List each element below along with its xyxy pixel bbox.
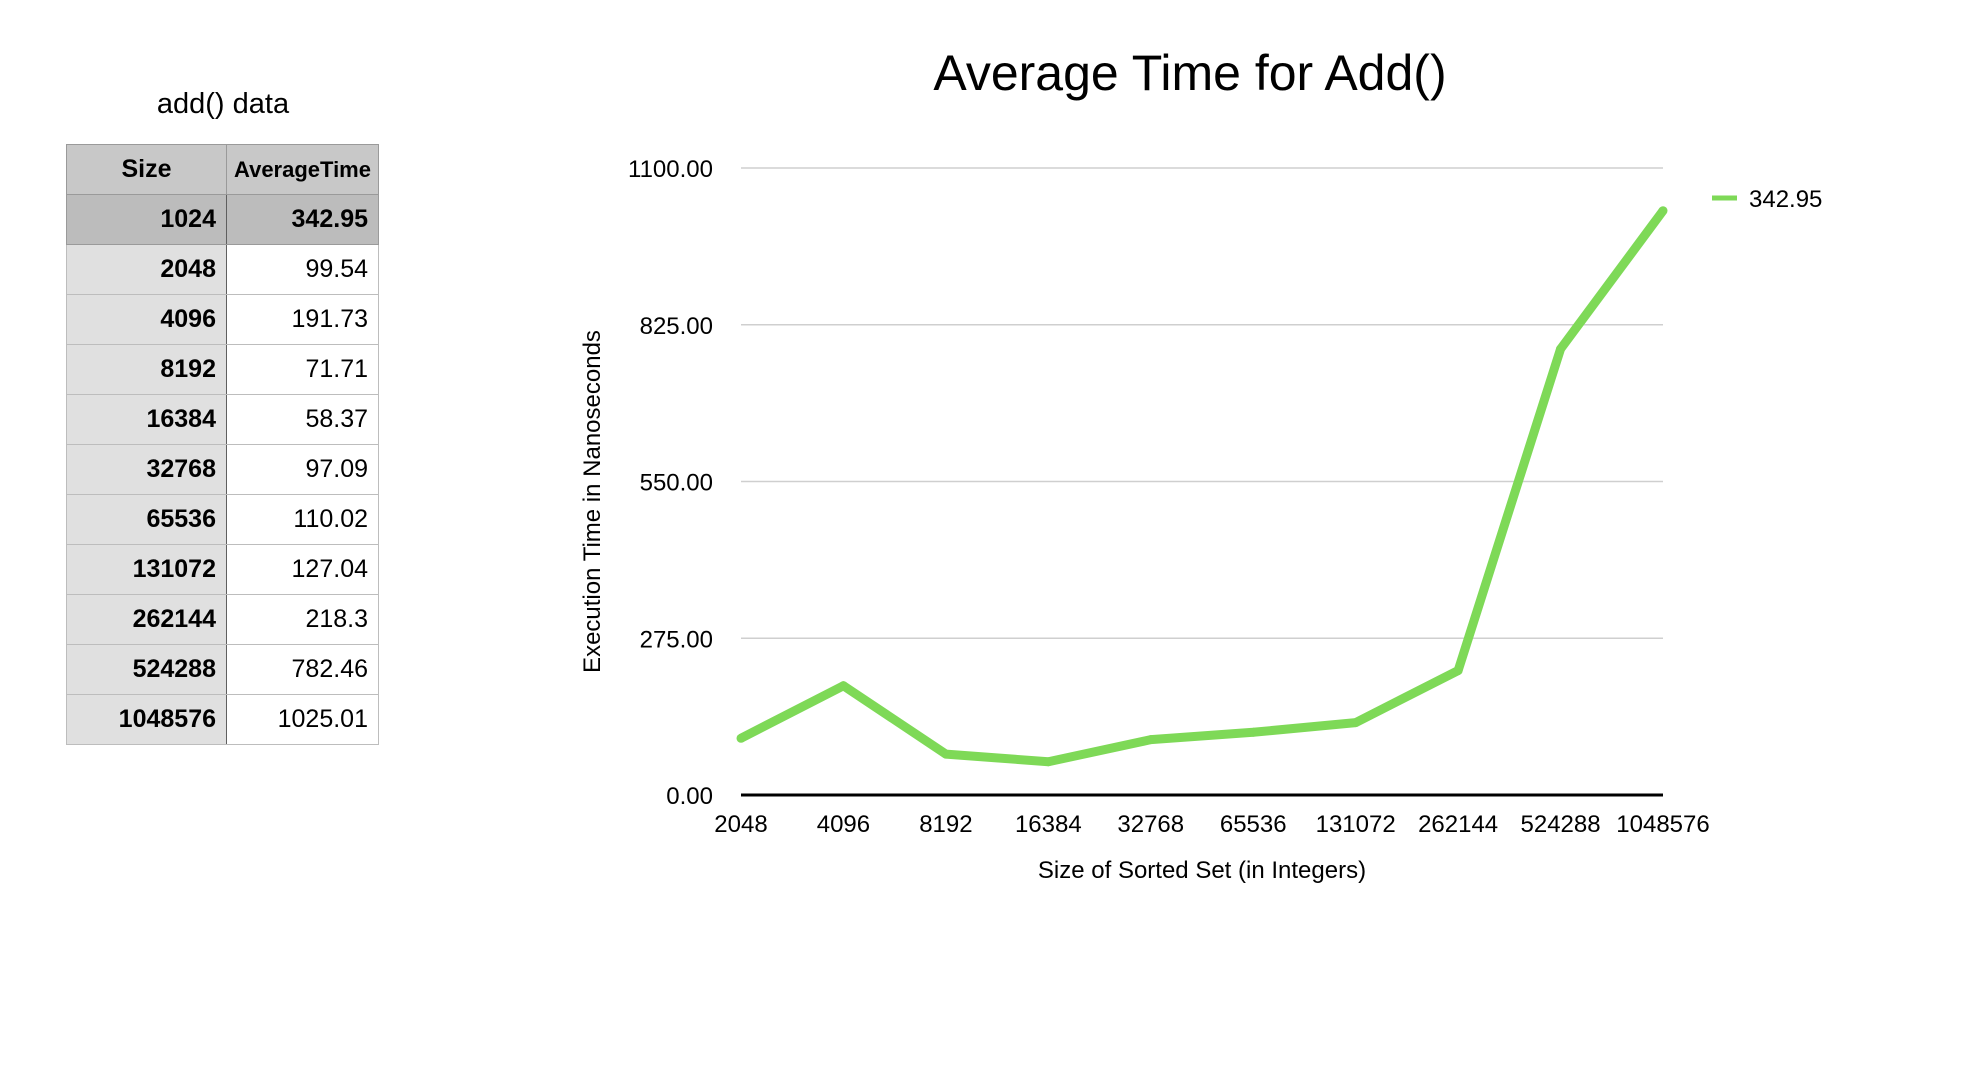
x-tick-label: 524288: [1521, 811, 1601, 838]
y-tick-label: 275.00: [640, 626, 713, 653]
data-point: [1659, 206, 1668, 215]
data-point: [737, 734, 746, 743]
x-tick-label: 4096: [817, 811, 870, 838]
y-tick-label: 550.00: [640, 470, 713, 497]
data-point: [941, 750, 950, 759]
data-point: [1146, 735, 1155, 744]
y-tick-label: 825.00: [640, 313, 713, 340]
x-tick-label: 16384: [1015, 811, 1082, 838]
x-axis-title: Size of Sorted Set (in Integers): [1038, 857, 1366, 884]
x-tick-label: 2048: [714, 811, 767, 838]
x-tick-label: 131072: [1316, 811, 1396, 838]
legend-label: 342.95: [1749, 186, 1822, 213]
x-tick-label: 32768: [1117, 811, 1184, 838]
y-tick-label: 0.00: [666, 783, 713, 810]
x-tick-label: 8192: [919, 811, 972, 838]
data-point: [839, 681, 848, 690]
y-tick-label: 1100.00: [628, 156, 713, 183]
data-point: [1044, 757, 1053, 766]
y-axis-title: Execution Time in Nanoseconds: [579, 330, 606, 673]
series-line: [741, 211, 1663, 762]
x-tick-label: 65536: [1220, 811, 1287, 838]
data-point: [1454, 666, 1463, 675]
x-tick-label: 262144: [1418, 811, 1498, 838]
data-point: [1556, 344, 1565, 353]
data-point: [1351, 718, 1360, 727]
data-point: [1249, 728, 1258, 737]
x-tick-label: 1048576: [1616, 811, 1709, 838]
